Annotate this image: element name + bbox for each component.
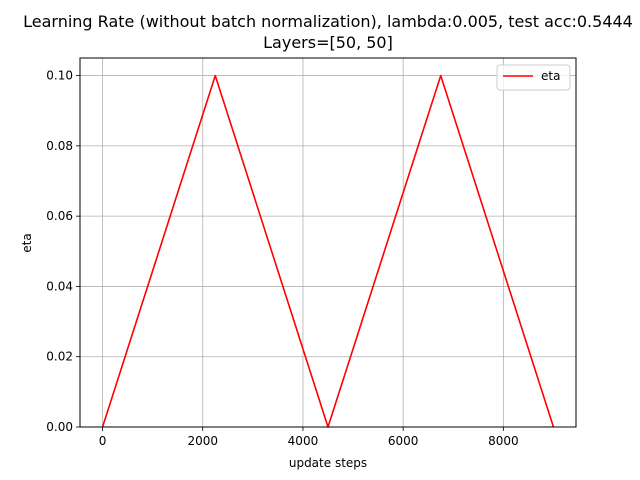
axis-ticks: 0 2000 4000 6000 8000 0.00 0.02 0.04 0.06 0.08 0.1… <box>46 69 518 448</box>
x-tick-label: 2000 <box>187 434 218 448</box>
legend: eta <box>496 64 571 91</box>
plot-area-frame <box>79 57 577 428</box>
y-tick-label: 0.04 <box>46 279 73 293</box>
x-axis-label: update steps <box>289 456 367 470</box>
x-tick-label: 8000 <box>488 434 519 448</box>
legend-label-eta: eta <box>541 69 560 83</box>
grid <box>80 58 576 428</box>
y-tick-label: 0.00 <box>46 420 73 434</box>
y-tick-label: 0.06 <box>46 209 73 223</box>
y-tick-label: 0.08 <box>46 139 73 153</box>
y-tick-label: 0.02 <box>46 350 73 364</box>
chart-subtitle: Layers=[50, 50] <box>263 33 393 52</box>
legend-box <box>496 64 571 91</box>
y-tick-label: 0.10 <box>46 69 73 83</box>
x-tick-label: 6000 <box>388 434 419 448</box>
x-tick-label: 4000 <box>288 434 319 448</box>
y-axis-label: eta <box>20 233 34 252</box>
chart-title: Learning Rate (without batch normalizati… <box>23 12 633 31</box>
x-tick-label: 0 <box>99 434 107 448</box>
